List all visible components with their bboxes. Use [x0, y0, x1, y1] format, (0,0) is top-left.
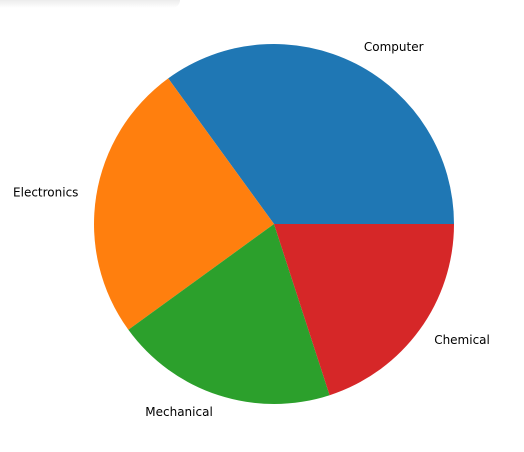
- pie-slices: [94, 44, 454, 404]
- pie-slice-mechanical: [128, 224, 330, 404]
- pie-slice-electronics: [94, 78, 274, 330]
- top-shadow-strip: [0, 0, 180, 8]
- pie-label-mechanical: Mechanical: [145, 405, 213, 419]
- pie-slice-computer: [168, 44, 454, 224]
- pie-label-computer: Computer: [364, 40, 424, 54]
- pie-labels: Computer Electronics Mechanical Chemical: [13, 40, 490, 419]
- pie-label-chemical: Chemical: [434, 333, 490, 347]
- pie-label-electronics: Electronics: [13, 186, 78, 200]
- pie-slice-chemical: [274, 224, 454, 396]
